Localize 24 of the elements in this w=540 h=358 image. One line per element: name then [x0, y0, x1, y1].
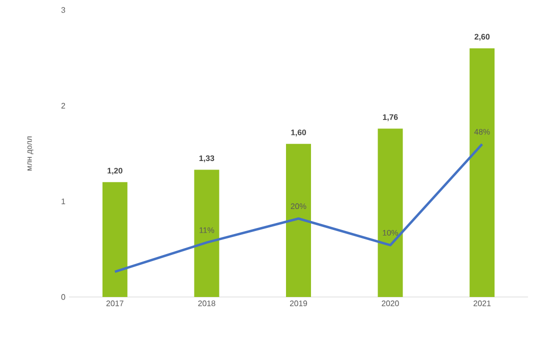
- data-label: 48%: [474, 128, 490, 135]
- data-label: 1,76: [383, 114, 398, 122]
- bar: [286, 144, 312, 297]
- bar: [470, 48, 495, 297]
- data-label: 20%: [290, 203, 306, 210]
- data-label: 10%: [382, 230, 398, 236]
- data-label: 11%: [200, 227, 214, 233]
- y-tick-label: 3: [61, 7, 66, 13]
- data-label: 2,60: [474, 34, 490, 41]
- x-tick-label: 2017: [106, 300, 124, 306]
- y-tick-label: 0: [61, 294, 66, 300]
- x-tick-label: 2018: [198, 300, 216, 306]
- data-label: 1,20: [108, 168, 122, 175]
- bar: [194, 170, 220, 297]
- x-tick-label: 2021: [474, 300, 491, 306]
- y-tick-label: 1: [62, 198, 66, 204]
- x-tick-label: 2020: [382, 300, 399, 306]
- bar: [378, 128, 403, 297]
- x-tick-label: 2019: [290, 300, 308, 306]
- data-label: 1,33: [199, 155, 214, 162]
- y-axis-title: млн долл: [27, 136, 34, 170]
- data-label: 1,60: [291, 130, 306, 136]
- y-tick-label: 2: [61, 102, 66, 108]
- bar: [102, 182, 128, 297]
